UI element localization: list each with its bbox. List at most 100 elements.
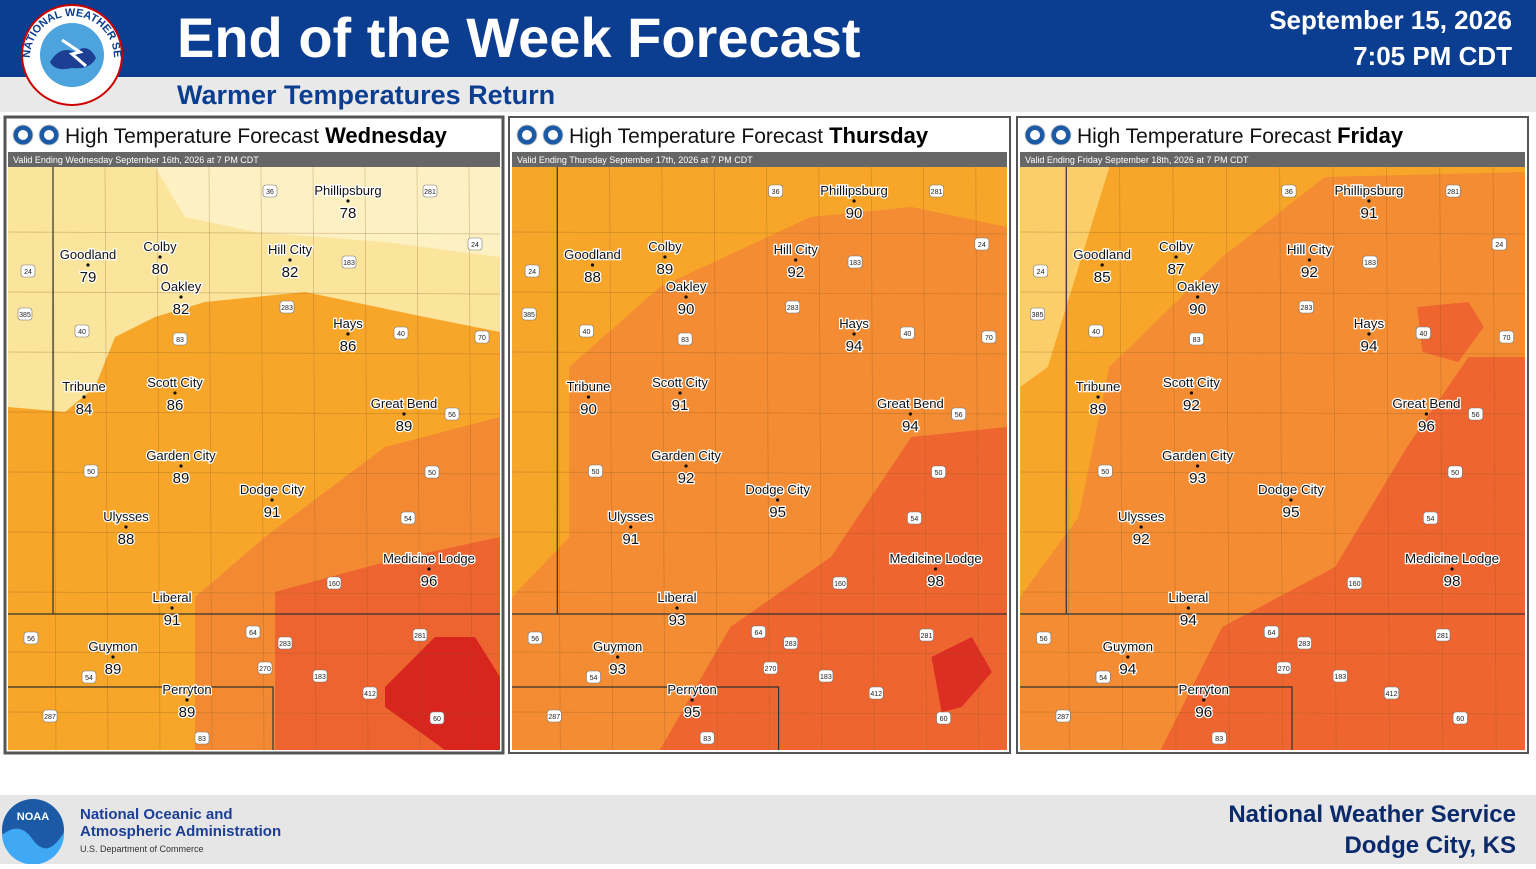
highway-shield xyxy=(42,709,58,723)
city-dot xyxy=(158,255,162,259)
highway-shield xyxy=(751,625,766,639)
highway-shield xyxy=(312,669,328,683)
county-line xyxy=(7,231,501,235)
highway-label: 50 xyxy=(428,470,436,477)
city-temp: 90 xyxy=(846,205,863,222)
city-dot xyxy=(590,263,595,267)
city-dot xyxy=(586,395,591,399)
county-line xyxy=(1020,711,1525,715)
city-temp: 82 xyxy=(282,264,299,281)
highway-label: 83 xyxy=(1215,735,1223,743)
highway-label: 54 xyxy=(911,516,919,523)
highway-shield xyxy=(763,661,778,675)
highway-label: 183 xyxy=(314,674,326,681)
city-dot xyxy=(82,395,86,399)
city-temp: 92 xyxy=(678,470,695,487)
map: 36 281 24 24 183 385 40 83 283 40 70 56 50 50 54 160 56 6… xyxy=(1020,166,1525,751)
highway-label: 50 xyxy=(87,469,95,476)
highway-label: 40 xyxy=(1092,328,1100,336)
highway-label: 54 xyxy=(590,675,598,682)
city-dot xyxy=(1367,199,1371,203)
city-temp: 85 xyxy=(1094,269,1111,286)
city-name: Liberal xyxy=(657,590,696,605)
noaa-logo: NOAA xyxy=(2,799,65,865)
highway-label: 56 xyxy=(1040,635,1048,643)
highway-label: 281 xyxy=(1437,632,1449,640)
city-dot xyxy=(427,567,431,571)
city-name: Garden City xyxy=(651,448,721,463)
county-line xyxy=(1020,411,1525,415)
office: Dodge City, KS xyxy=(1344,832,1516,859)
city-temp: 79 xyxy=(80,269,97,286)
state-line xyxy=(1020,686,1293,750)
highway-label: 54 xyxy=(1099,674,1107,682)
highway-shield xyxy=(586,670,601,684)
panel-day: Wednesday xyxy=(325,123,448,148)
highway-label: 281 xyxy=(931,189,943,196)
highway-shield xyxy=(974,237,990,251)
city-temp: 91 xyxy=(1360,205,1377,222)
highway-shield xyxy=(444,407,460,421)
city-name: Hill City xyxy=(1287,242,1333,257)
header-bar xyxy=(0,0,1536,77)
highway-label: 24 xyxy=(1037,268,1045,276)
city-temp: 90 xyxy=(678,301,695,318)
footer-bar xyxy=(0,795,1536,864)
city-dot xyxy=(1189,391,1194,395)
city-temp: 98 xyxy=(927,573,944,590)
highway-shield xyxy=(1347,576,1363,590)
city-temp: 89 xyxy=(657,261,674,278)
highway-shield xyxy=(818,669,834,683)
highway-label: 50 xyxy=(1101,468,1109,476)
title: End of the Week Forecast xyxy=(177,6,861,69)
city-temp: 94 xyxy=(1119,661,1136,678)
agency-name: National Oceanic and xyxy=(80,806,233,823)
city-temp: 94 xyxy=(902,418,919,435)
map: 36 281 24 24 183 385 40 83 283 40 70 56 50 50 54 160 56 6… xyxy=(512,166,1007,751)
city-name: Goodland xyxy=(564,247,621,262)
highway-label: 54 xyxy=(404,516,412,523)
valid-bar xyxy=(512,152,1007,167)
highway-shield xyxy=(677,332,693,346)
city-dot xyxy=(86,263,90,267)
highway-label: 281 xyxy=(424,189,436,196)
county-line xyxy=(1020,591,1525,595)
city-temp: 88 xyxy=(118,531,135,548)
subtitle-bar xyxy=(0,77,1536,112)
city-dot xyxy=(1289,498,1293,502)
city-name: Tribune xyxy=(1076,379,1121,394)
highway-shield xyxy=(262,184,278,198)
city-name: Dodge City xyxy=(240,482,305,497)
city-name: Medicine Lodge xyxy=(889,551,981,566)
county-line xyxy=(512,351,1007,355)
city-name: Hays xyxy=(333,316,363,331)
highway-shield xyxy=(981,330,997,344)
city-dot xyxy=(346,199,350,203)
highway-shield xyxy=(1435,628,1451,642)
city-dot xyxy=(1186,606,1191,610)
city-name: Guymon xyxy=(593,639,642,654)
highway-label: 64 xyxy=(1267,629,1275,637)
highway-label: 385 xyxy=(19,312,31,319)
city-name: Scott City xyxy=(1163,375,1220,390)
highway-label: 56 xyxy=(448,412,456,419)
city-name: Perryton xyxy=(667,682,716,697)
highway-shield xyxy=(900,326,915,340)
county-line xyxy=(1492,166,1497,751)
highway-shield xyxy=(1211,731,1227,745)
city-temp: 90 xyxy=(1189,301,1206,318)
city-temp: 94 xyxy=(1180,612,1197,629)
city-name: Great Bend xyxy=(371,396,438,411)
department: U.S. Department of Commerce xyxy=(80,844,204,854)
city-name: Ulysses xyxy=(1118,509,1165,524)
highway-label: 24 xyxy=(471,242,479,249)
highway-shield xyxy=(279,300,295,314)
temp-region xyxy=(1160,357,1525,750)
highway-shield xyxy=(524,264,540,278)
highway-label: 60 xyxy=(433,716,441,723)
county-line xyxy=(156,166,161,751)
city-dot xyxy=(852,332,856,336)
highway-shield xyxy=(1033,264,1049,278)
county-line xyxy=(104,166,109,751)
